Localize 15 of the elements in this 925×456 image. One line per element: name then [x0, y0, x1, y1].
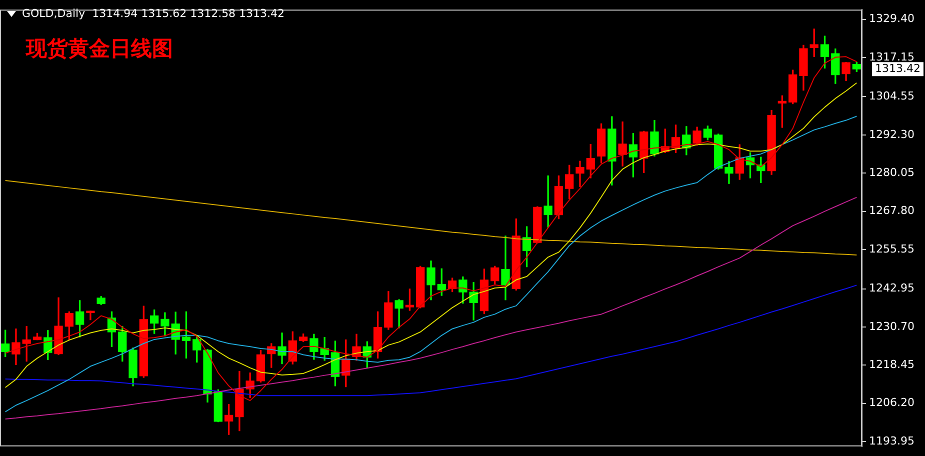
- y-tick-label: 1193.95: [869, 434, 914, 448]
- y-tick-label: 1329.40: [869, 12, 914, 26]
- y-tick-label: 1267.80: [869, 204, 914, 218]
- text: 1313.42: [875, 62, 920, 75]
- y-tick-label: 1242.95: [869, 282, 914, 295]
- y-tick-label: 1255.55: [869, 242, 914, 256]
- y-tick-label: 1218.45: [869, 358, 914, 372]
- y-tick-label: 1304.55: [869, 90, 914, 103]
- y-tick-label: 1280.05: [869, 166, 914, 179]
- y-tick-label: 1206.20: [869, 396, 914, 410]
- y-tick-label: 1317.15: [869, 50, 914, 64]
- annotation: 现货黄金日线图: [25, 36, 173, 60]
- y-tick-label: 1230.70: [869, 320, 914, 333]
- y-tick-label: 1292.30: [869, 128, 914, 141]
- chart-title: GOLD,Daily 1314.94 1315.62 1312.58 1313.42: [22, 6, 285, 20]
